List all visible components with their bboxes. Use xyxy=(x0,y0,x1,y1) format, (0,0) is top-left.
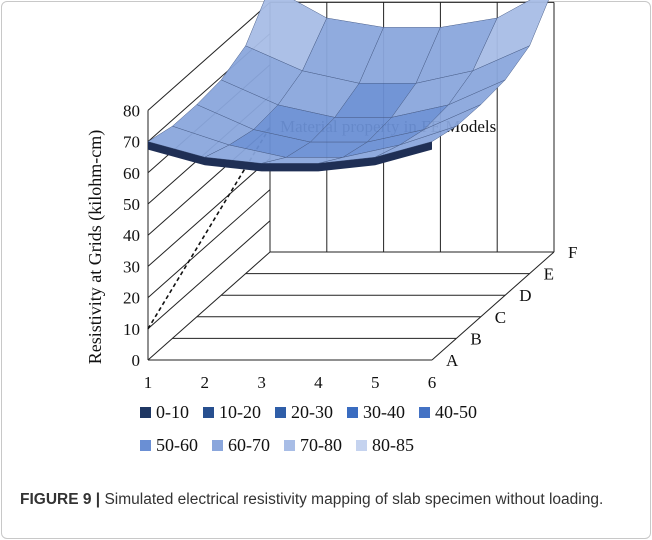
left-wall-gridline xyxy=(147,158,271,267)
z-tick-label: 50 xyxy=(123,195,140,214)
legend-label: 80-85 xyxy=(372,435,414,455)
y-tick-label: B xyxy=(470,329,481,348)
legend-label: 60-70 xyxy=(228,435,270,455)
legend-label: 50-60 xyxy=(156,435,198,455)
x-tick-label: 1 xyxy=(144,373,153,392)
legend-item: 0-10 xyxy=(140,402,189,423)
legend-item: 80-85 xyxy=(356,435,414,456)
legend-item: 70-80 xyxy=(284,435,342,456)
y-tick-label: C xyxy=(495,308,506,327)
surface-front-edge xyxy=(148,141,432,172)
legend-label: 0-10 xyxy=(156,402,189,422)
legend-item: 50-60 xyxy=(140,435,198,456)
legend-swatch xyxy=(140,407,151,418)
legend-swatch xyxy=(356,440,367,451)
left-wall-gridline xyxy=(147,220,271,330)
z-tick-label: 10 xyxy=(123,320,140,339)
z-tick-label: 30 xyxy=(123,257,140,276)
z-tick-label: 70 xyxy=(123,133,140,152)
left-wall-gridline xyxy=(147,2,271,111)
y-tick-label: D xyxy=(519,286,531,305)
x-tick-label: 2 xyxy=(201,373,210,392)
legend-row: 50-60 60-70 70-80 80-85 xyxy=(140,435,580,456)
z-tick-label: 20 xyxy=(123,289,140,308)
x-tick-label: 5 xyxy=(371,373,380,392)
legend-label: 30-40 xyxy=(363,402,405,422)
left-wall-gridline xyxy=(147,189,271,298)
x-tick-label: 4 xyxy=(314,373,323,392)
y-tick-label: E xyxy=(544,265,554,284)
y-tick-label: A xyxy=(446,351,459,370)
z-tick-label: 40 xyxy=(123,226,140,245)
legend-swatch xyxy=(347,407,358,418)
chart-legend: 0-10 10-20 20-30 30-40 40-50 50-60 60-70 70-80… xyxy=(140,402,580,468)
figure-caption: FIGURE 9 | Simulated electrical resistiv… xyxy=(20,488,620,511)
legend-label: 40-50 xyxy=(435,402,477,422)
x-tick-label: 6 xyxy=(428,373,437,392)
left-wall-gridline xyxy=(147,251,271,361)
surface-chart: Material property in FE Models0102030405… xyxy=(85,0,577,392)
legend-swatch xyxy=(419,407,430,418)
z-tick-label: 60 xyxy=(123,164,140,183)
legend-label: 20-30 xyxy=(291,402,333,422)
legend-row: 0-10 10-20 20-30 30-40 40-50 xyxy=(140,402,580,423)
legend-swatch xyxy=(212,440,223,451)
z-axis-title: Resistivity at Grids (kilohm-cm) xyxy=(85,130,106,364)
legend-item: 10-20 xyxy=(203,402,261,423)
z-tick-label: 80 xyxy=(123,101,140,120)
depth-axis xyxy=(431,251,555,361)
x-tick-label: 3 xyxy=(257,373,266,392)
legend-swatch xyxy=(284,440,295,451)
legend-item: 40-50 xyxy=(419,402,477,423)
legend-item: 20-30 xyxy=(275,402,333,423)
caption-text: Simulated electrical resistivity mapping… xyxy=(100,491,604,508)
legend-label: 70-80 xyxy=(300,435,342,455)
legend-swatch xyxy=(140,440,151,451)
z-tick-label: 0 xyxy=(132,351,141,370)
legend-label: 10-20 xyxy=(219,402,261,422)
y-tick-label: F xyxy=(568,243,577,262)
legend-swatch xyxy=(275,407,286,418)
legend-swatch xyxy=(203,407,214,418)
legend-item: 60-70 xyxy=(212,435,270,456)
caption-label: FIGURE 9 | xyxy=(20,491,101,508)
legend-item: 30-40 xyxy=(347,402,405,423)
